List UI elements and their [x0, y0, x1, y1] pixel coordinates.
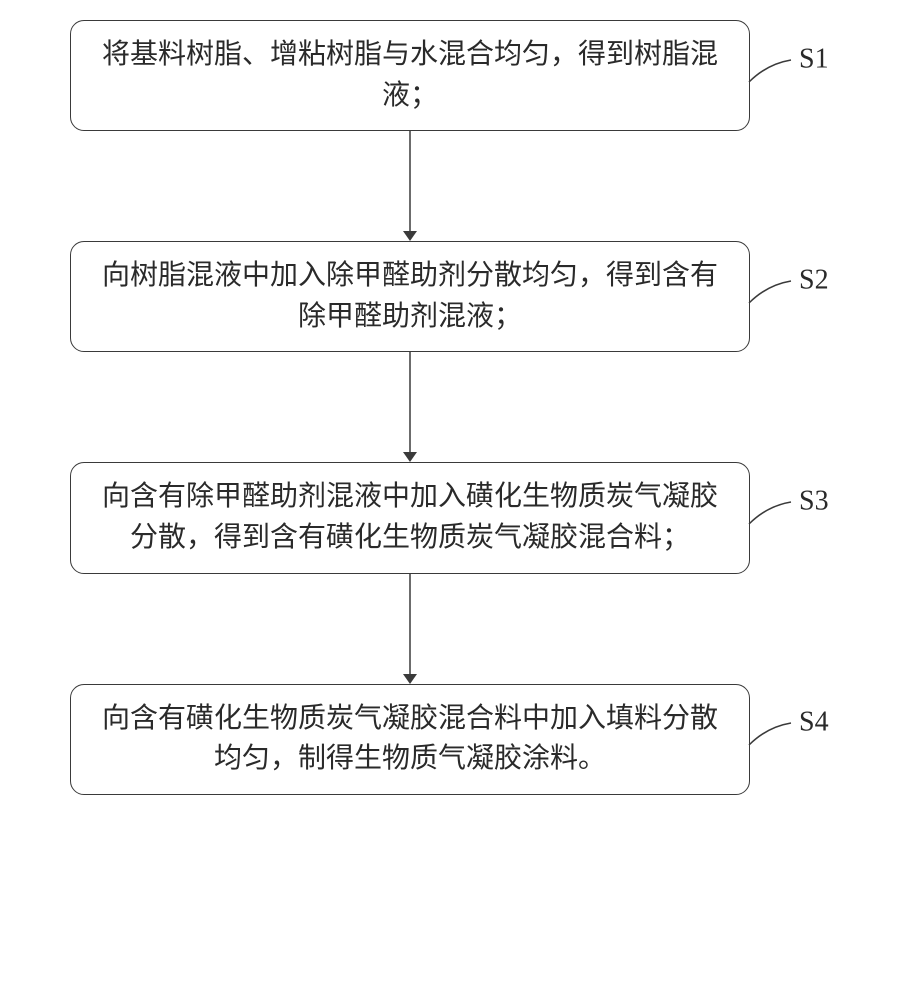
connector-arrow	[70, 131, 850, 241]
step-text: 向含有除甲醛助剂混液中加入磺化生物质炭气凝胶分散，得到含有磺化生物质炭气凝胶混合…	[95, 477, 725, 558]
flow-step: 将基料树脂、增粘树脂与水混合均匀，得到树脂混液； S1	[70, 20, 850, 131]
step-label-s4: S4	[799, 703, 829, 744]
flowchart-container: 将基料树脂、增粘树脂与水混合均匀，得到树脂混液； S1 向树脂混液中加入除甲醛助…	[70, 20, 850, 795]
flow-step: 向含有除甲醛助剂混液中加入磺化生物质炭气凝胶分散，得到含有磺化生物质炭气凝胶混合…	[70, 462, 850, 573]
step-label-s1: S1	[799, 39, 829, 80]
step-box-s3: 向含有除甲醛助剂混液中加入磺化生物质炭气凝胶分散，得到含有磺化生物质炭气凝胶混合…	[70, 462, 750, 573]
step-box-s2: 向树脂混液中加入除甲醛助剂分散均匀，得到含有除甲醛助剂混液； S2	[70, 241, 750, 352]
flow-step: 向含有磺化生物质炭气凝胶混合料中加入填料分散均匀，制得生物质气凝胶涂料。 S4	[70, 684, 850, 795]
step-label-s2: S2	[799, 260, 829, 301]
step-text: 将基料树脂、增粘树脂与水混合均匀，得到树脂混液；	[95, 35, 725, 116]
connector-arrow	[70, 352, 850, 462]
step-text: 向树脂混液中加入除甲醛助剂分散均匀，得到含有除甲醛助剂混液；	[95, 256, 725, 337]
step-box-s1: 将基料树脂、增粘树脂与水混合均匀，得到树脂混液； S1	[70, 20, 750, 131]
step-text: 向含有磺化生物质炭气凝胶混合料中加入填料分散均匀，制得生物质气凝胶涂料。	[95, 699, 725, 780]
flow-step: 向树脂混液中加入除甲醛助剂分散均匀，得到含有除甲醛助剂混液； S2	[70, 241, 850, 352]
step-label-s3: S3	[799, 481, 829, 522]
connector-arrow	[70, 574, 850, 684]
step-box-s4: 向含有磺化生物质炭气凝胶混合料中加入填料分散均匀，制得生物质气凝胶涂料。 S4	[70, 684, 750, 795]
